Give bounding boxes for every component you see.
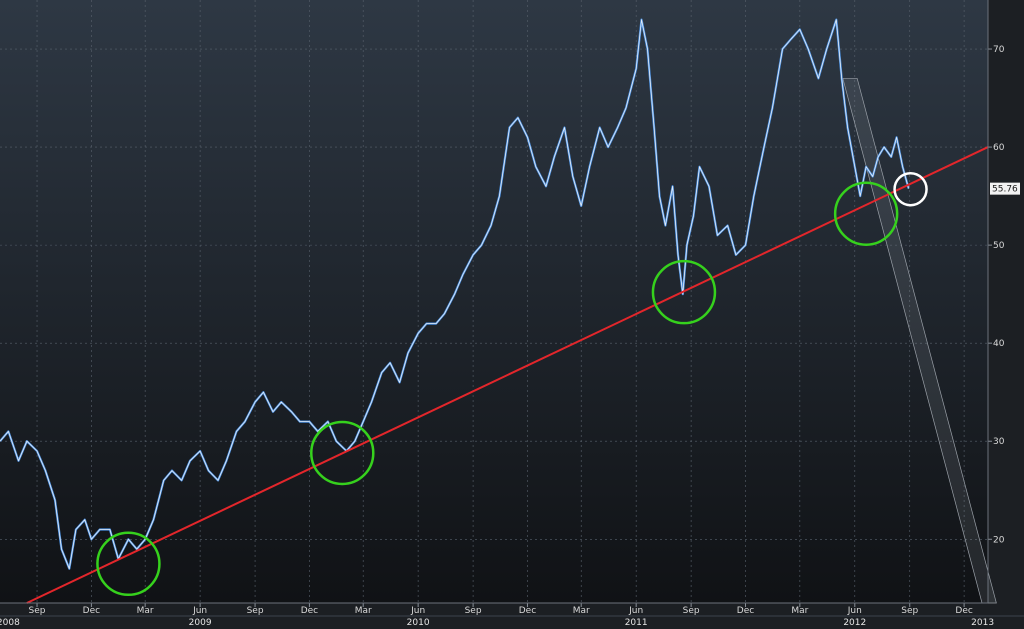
plot-background <box>0 0 988 603</box>
down-channel <box>842 78 997 604</box>
y-tick-label: 30 <box>993 437 1005 447</box>
green-circle <box>310 420 375 486</box>
x-tick-label: Dec <box>955 606 972 616</box>
x-tick-label: Sep <box>247 606 264 616</box>
x-tick-label: Sep <box>465 606 482 616</box>
x-tick-label: Jun <box>192 606 207 616</box>
year-label: 2008 <box>0 618 20 628</box>
x-tick-label: Dec <box>737 606 754 616</box>
x-tick-label: Jun <box>410 606 425 616</box>
x-tick-label: Dec <box>83 606 100 616</box>
year-label: 2013 <box>971 618 994 628</box>
green-circle <box>96 531 161 597</box>
x-tick-label: Jun <box>628 606 643 616</box>
x-tick-label: Sep <box>683 606 700 616</box>
last-value-box <box>990 182 1020 195</box>
x-tick-label: Dec <box>519 606 536 616</box>
x-tick-label: Mar <box>791 606 808 616</box>
y-tick-label: 50 <box>993 241 1005 251</box>
trend-line-group <box>26 146 989 604</box>
last-value-label: 55.76 <box>992 185 1018 195</box>
x-tick-label: Mar <box>355 606 372 616</box>
year-label: 2012 <box>843 618 866 628</box>
last-value-marker: 55.76 <box>990 182 1020 195</box>
y-axis-panel <box>988 0 1024 603</box>
y-tick-label: 70 <box>993 45 1005 55</box>
x-tick-label: Mar <box>573 606 590 616</box>
year-label: 2010 <box>407 618 430 628</box>
x-tick-label: Mar <box>137 606 154 616</box>
white-circle <box>893 171 928 207</box>
x-tick-label: Sep <box>901 606 918 616</box>
price-series <box>0 18 910 570</box>
y-tick-label: 20 <box>993 535 1005 545</box>
year-label: 2011 <box>625 618 648 628</box>
red-trend-line <box>26 146 989 604</box>
grid <box>0 0 988 603</box>
green-circle <box>651 259 717 325</box>
x-tick-label: Dec <box>301 606 318 616</box>
x-tick-label: Jun <box>847 606 862 616</box>
price-line-highlight <box>0 19 909 570</box>
y-tick-label: 60 <box>993 143 1005 153</box>
green-circle <box>833 181 899 246</box>
highlight-circles <box>96 171 928 597</box>
year-label: 2009 <box>189 618 212 628</box>
x-axis: Sep Dec Mar Jun Sep Dec Mar Jun Sep Dec Mar Jun Sep D… <box>0 602 1024 628</box>
y-axis: 20 30 40 50 60 70 <box>987 0 1005 603</box>
down-channel-band <box>842 78 997 604</box>
x-tick-label: Sep <box>29 606 46 616</box>
y-tick-label: 40 <box>993 339 1005 349</box>
